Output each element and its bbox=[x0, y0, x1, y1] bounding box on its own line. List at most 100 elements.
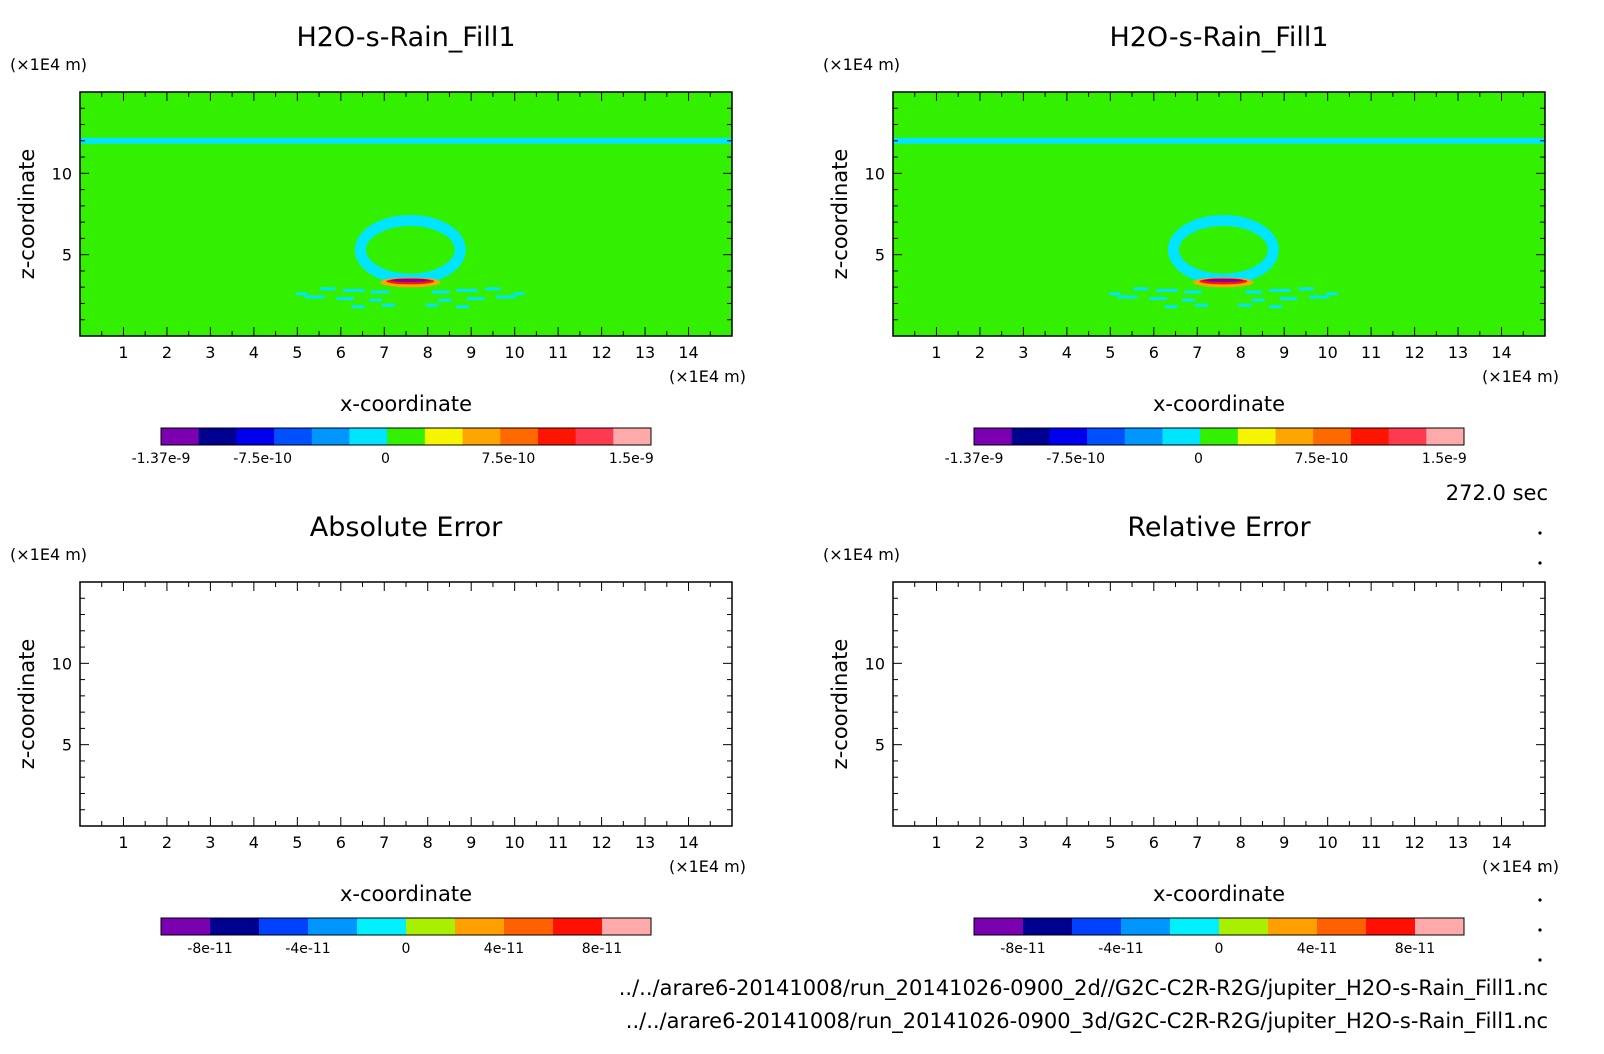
colorbar: -1.37e-9 -7.5e-10 0 7.5e-10 1.5e-9 bbox=[945, 427, 1467, 467]
field-streak bbox=[320, 287, 336, 291]
field-streak bbox=[455, 288, 478, 292]
colorbar-tick-label: -4e-11 bbox=[285, 941, 330, 957]
colorbar-tick-label: 0 bbox=[1215, 941, 1224, 957]
colorbar-frame bbox=[160, 427, 652, 446]
x-tick-label: 12 bbox=[591, 833, 611, 852]
dot-marker bbox=[1538, 561, 1542, 565]
field-streak bbox=[513, 292, 525, 296]
colorbar-segment bbox=[1350, 428, 1390, 445]
field-streak bbox=[304, 295, 325, 299]
colorbar-segment bbox=[1124, 428, 1163, 445]
colorbar-segment bbox=[357, 918, 407, 935]
y-tick-label: 10 bbox=[865, 654, 885, 673]
field-peak-core bbox=[1203, 278, 1244, 282]
colorbar-segment bbox=[1162, 428, 1201, 445]
field-streak bbox=[1133, 287, 1149, 291]
field-background bbox=[893, 582, 1545, 826]
x-tick-label: 7 bbox=[1192, 833, 1202, 852]
x-unit-label: (×1E4 m) bbox=[669, 857, 746, 876]
x-tick-label: 12 bbox=[1404, 343, 1424, 362]
x-tick-label: 11 bbox=[548, 833, 568, 852]
x-tick-label: 14 bbox=[678, 833, 698, 852]
x-tick-label: 11 bbox=[1361, 343, 1381, 362]
colorbar-segment bbox=[349, 428, 388, 445]
colorbar: -1.37e-9 -7.5e-10 0 7.5e-10 1.5e-9 bbox=[132, 427, 654, 467]
colorbar-segment bbox=[1415, 918, 1465, 935]
x-tick-label: 5 bbox=[1105, 343, 1115, 362]
colorbar-segment bbox=[462, 428, 501, 445]
colorbar-tick-label: -8e-11 bbox=[1000, 941, 1045, 957]
colorbar-tick-label: 0 bbox=[1194, 451, 1203, 467]
colorbar-segment bbox=[198, 428, 237, 445]
field-streak bbox=[1109, 292, 1121, 296]
chart-panel-1: H2O-s-Rain_Fill1(×1E4 m)1 2 3 4 5 6 7 8 9 10 11 12 1… bbox=[10, 22, 746, 467]
colorbar-segment bbox=[1200, 428, 1239, 445]
colorbar-segment bbox=[1275, 428, 1314, 445]
field-streak bbox=[1251, 298, 1265, 302]
colorbar-tick-label: 4e-11 bbox=[1297, 941, 1337, 957]
x-tick-label: 1 bbox=[118, 833, 128, 852]
x-tick-label: 7 bbox=[379, 833, 389, 852]
field-streak bbox=[1309, 295, 1329, 299]
field-streak bbox=[342, 288, 365, 292]
x-tick-label: 13 bbox=[635, 343, 655, 362]
x-tick-label: 2 bbox=[975, 833, 985, 852]
y-unit-label: (×1E4 m) bbox=[10, 55, 87, 74]
chart-title: H2O-s-Rain_Fill1 bbox=[296, 22, 515, 53]
colorbar-frame bbox=[160, 917, 652, 936]
colorbar-segment bbox=[1268, 918, 1318, 935]
dot-marker bbox=[1538, 868, 1542, 872]
colorbar-tick-label: -4e-11 bbox=[1098, 941, 1143, 957]
field-background bbox=[80, 582, 732, 826]
x-tick-label: 2 bbox=[162, 833, 172, 852]
x-tick-label: 8 bbox=[423, 343, 433, 362]
colorbar-segment bbox=[1313, 428, 1352, 445]
colorbar-segment bbox=[1388, 428, 1427, 445]
colorbar-segment bbox=[311, 428, 350, 445]
x-tick-label: 11 bbox=[1361, 833, 1381, 852]
colorbar-segment bbox=[504, 918, 554, 935]
x-unit-label: (×1E4 m) bbox=[669, 367, 746, 386]
x-tick-label: 14 bbox=[1491, 343, 1511, 362]
x-tick-label: 5 bbox=[292, 833, 302, 852]
x-tick-label: 9 bbox=[466, 343, 476, 362]
field-streak bbox=[369, 298, 383, 302]
dot-marker bbox=[1538, 531, 1542, 535]
colorbar-segment bbox=[259, 918, 309, 935]
field-band bbox=[80, 137, 732, 144]
field-streak bbox=[1195, 303, 1209, 307]
x-tick-label: 5 bbox=[1105, 833, 1115, 852]
colorbar-segment bbox=[1366, 918, 1416, 935]
colorbar-segment bbox=[1011, 428, 1050, 445]
field-streak bbox=[1268, 305, 1283, 309]
x-tick-label: 5 bbox=[292, 343, 302, 362]
file-path-2: ../../arare6-20141008/run_20141026-0900_… bbox=[626, 1009, 1548, 1034]
x-axis-label: x-coordinate bbox=[340, 882, 472, 906]
field-streak bbox=[432, 290, 450, 294]
field-streak bbox=[336, 297, 354, 301]
y-tick-label: 10 bbox=[52, 654, 72, 673]
colorbar-segment bbox=[387, 428, 426, 445]
y-axis-label: z-coordinate bbox=[15, 149, 39, 280]
panels: H2O-s-Rain_Fill1(×1E4 m)1 2 3 4 5 6 7 8 9 10 11 12 1… bbox=[10, 22, 1559, 957]
colorbar-segment bbox=[1426, 428, 1465, 445]
colorbar-segment bbox=[424, 428, 464, 445]
colorbar: -8e-11 -4e-11 0 4e-11 8e-11 bbox=[160, 917, 652, 957]
y-axis-label: z-coordinate bbox=[828, 639, 852, 770]
x-tick-label: 3 bbox=[205, 343, 215, 362]
x-tick-label: 10 bbox=[504, 833, 524, 852]
colorbar-tick-label: -8e-11 bbox=[187, 941, 232, 957]
field-streak bbox=[1155, 288, 1178, 292]
colorbar-segment bbox=[1049, 428, 1088, 445]
field-peak-core bbox=[390, 278, 431, 282]
y-tick-label: 10 bbox=[52, 164, 72, 183]
dot-marker bbox=[1538, 958, 1542, 962]
x-axis-label: x-coordinate bbox=[1153, 392, 1285, 416]
x-tick-label: 6 bbox=[336, 343, 346, 362]
colorbar-segment bbox=[1121, 918, 1171, 935]
x-tick-label: 13 bbox=[635, 833, 655, 852]
x-tick-label: 4 bbox=[249, 833, 259, 852]
x-tick-label: 3 bbox=[205, 833, 215, 852]
colorbar-tick-label: 0 bbox=[402, 941, 411, 957]
